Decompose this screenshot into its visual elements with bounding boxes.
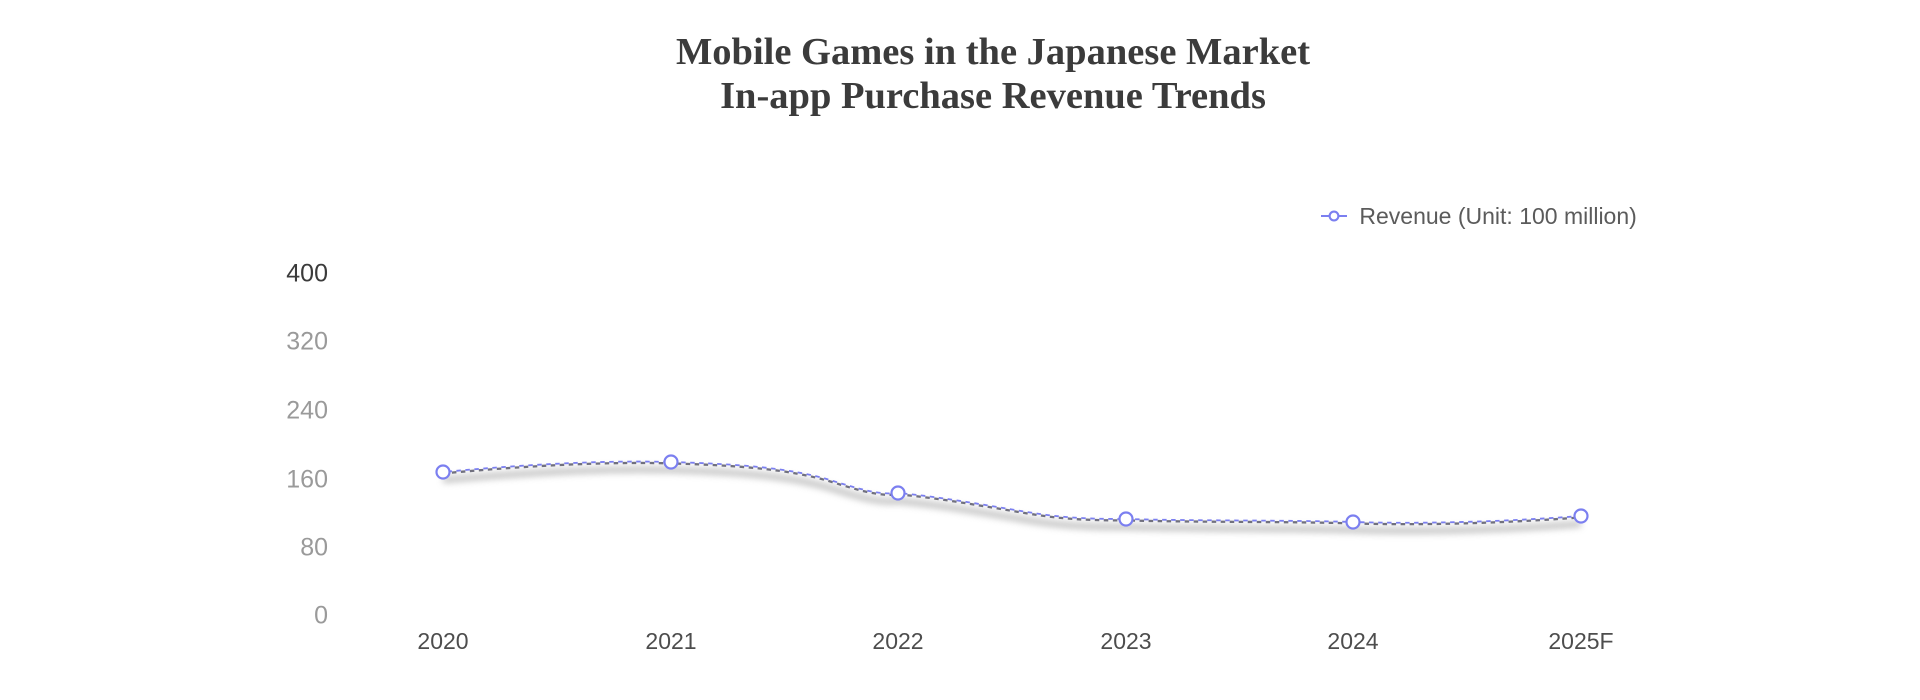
svg-text:400: 400 xyxy=(286,260,328,288)
svg-text:0: 0 xyxy=(314,602,328,630)
svg-text:2025F: 2025F xyxy=(1548,628,1613,654)
svg-text:2020: 2020 xyxy=(417,628,468,654)
svg-text:320: 320 xyxy=(286,328,328,356)
svg-text:2024: 2024 xyxy=(1327,628,1378,654)
svg-text:2022: 2022 xyxy=(872,628,923,654)
svg-text:80: 80 xyxy=(300,534,328,562)
svg-text:2023: 2023 xyxy=(1100,628,1151,654)
svg-text:160: 160 xyxy=(286,466,328,494)
svg-text:2021: 2021 xyxy=(645,628,696,654)
svg-text:240: 240 xyxy=(286,397,328,425)
